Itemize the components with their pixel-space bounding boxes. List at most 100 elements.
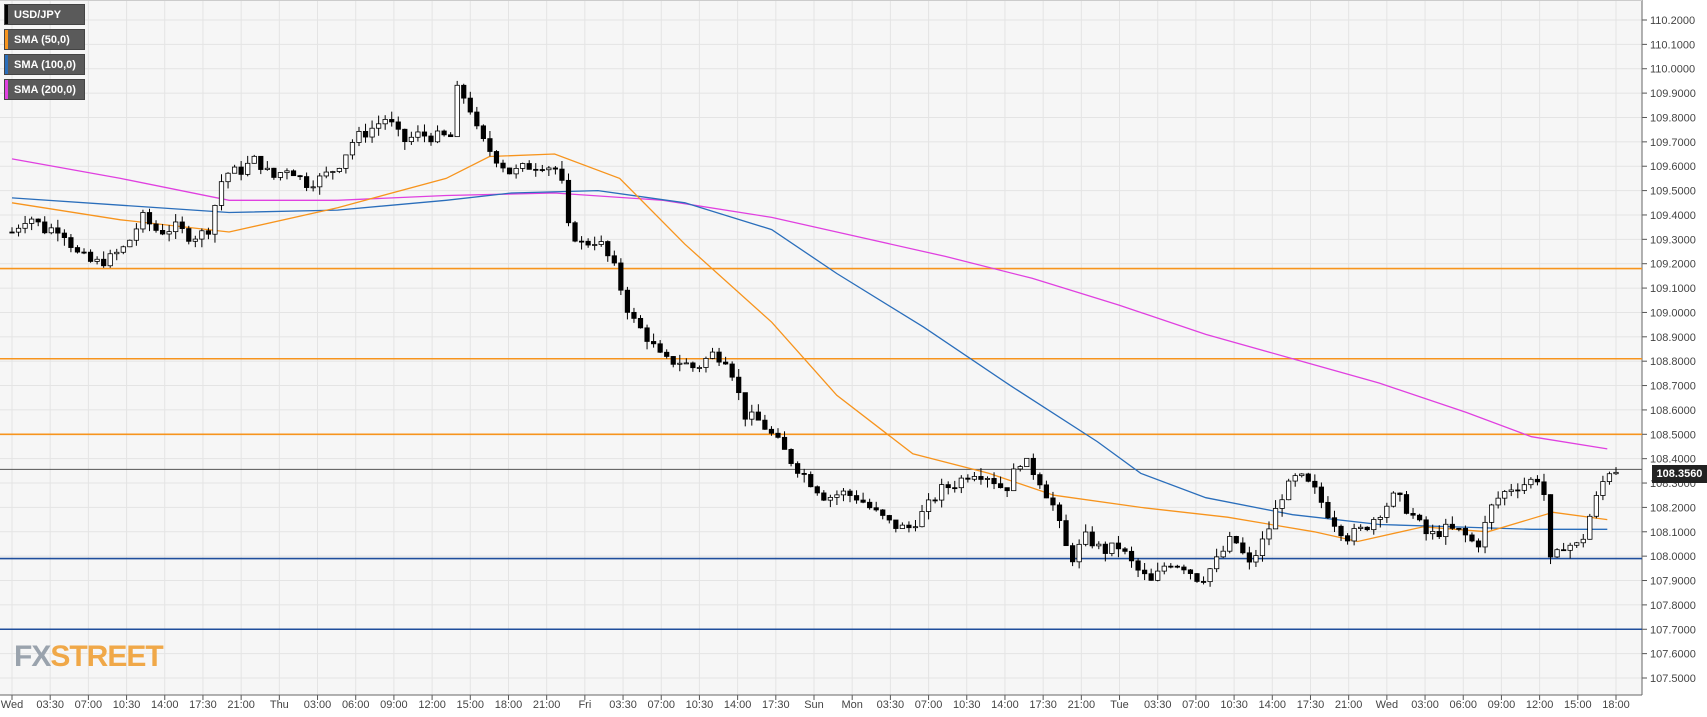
candle-body [15,227,22,233]
y-tick-label: 109.9000 [1650,88,1696,100]
candle-body [133,228,139,241]
x-tick-label: 21:00 [533,699,561,711]
candle-body [1096,543,1102,547]
candle-body [873,507,879,511]
legend-item-sma-100[interactable]: SMA (100,0) [4,54,85,75]
legend-item-sma-200[interactable]: SMA (200,0) [4,79,85,100]
candle-body [1286,480,1292,501]
candle-body [899,524,905,529]
candle-body [1233,536,1239,544]
candle-body [101,258,107,267]
candle-body [526,163,532,170]
candle-body [1299,473,1305,477]
x-tick-label: 09:00 [1488,699,1516,711]
candle-body [781,436,788,450]
logo-street: STREET [50,640,163,673]
candle-body [768,428,775,434]
candle-body [1017,466,1023,470]
candle-body [1050,497,1056,506]
x-tick-label: 15:00 [1564,699,1592,711]
candle-body [690,362,696,369]
candle-body [107,253,113,267]
candle-body [677,362,683,365]
x-tick-label: Sun [804,699,824,711]
candle-body [1115,542,1122,550]
candle-body [1063,520,1069,547]
candle-body [1083,531,1089,545]
candle-body [703,358,709,368]
candle-body [1240,542,1246,554]
candle-body [454,84,460,138]
candle-body [251,155,257,164]
y-tick-label: 108.8000 [1650,356,1696,368]
candle-body [1541,481,1547,495]
candle-body [231,166,238,174]
candle-body [821,492,827,501]
x-tick-label: 03:30 [877,699,905,711]
candle-body [1305,473,1311,482]
candle-body [1056,504,1063,522]
candle-body [742,392,748,420]
y-tick-label: 108.6000 [1650,405,1696,417]
x-tick-label: 17:30 [1297,699,1325,711]
legend-item-sma-50[interactable]: SMA (50,0) [4,29,85,50]
candle-body [277,172,284,178]
candle-body [984,478,991,480]
candle-body [585,240,591,246]
candle-body [1587,515,1593,540]
candle-body [330,171,336,173]
current-price-tag: 108.3560 [1652,465,1707,483]
candle-body [1475,540,1482,548]
candle-body [1109,542,1115,554]
y-tick-label: 107.7000 [1650,624,1696,636]
candle-body [22,223,28,229]
candle-body [245,162,251,175]
candle-body [317,175,323,188]
candle-body [1554,549,1560,558]
candle-body [1449,523,1455,529]
candle-body [1521,484,1527,491]
candle-body [1574,542,1580,546]
candle-body [716,351,722,363]
candle-body [605,241,611,257]
candle-body [762,419,768,430]
candle-body [729,363,735,378]
candle-body [55,227,61,234]
candle-body [159,229,166,235]
x-tick-label: Thu [270,699,289,711]
candle-body [1207,568,1213,583]
candle-body [1613,471,1619,475]
candle-body [1338,525,1344,537]
candle-body [1508,489,1514,492]
candle-body [81,251,87,254]
y-tick-label: 107.6000 [1650,649,1696,661]
sma-100-line [11,189,1608,530]
legend-item-usdjpy[interactable]: USD/JPY [4,4,85,25]
candle-body [225,172,231,183]
candle-body [1325,501,1331,519]
candle-body [559,168,565,181]
candle-body [644,327,650,342]
x-tick-label: 10:30 [686,699,714,711]
y-tick-label: 109.6000 [1650,161,1696,173]
candle-body [264,167,270,170]
candle-body [448,134,454,138]
candle-body [1043,484,1050,499]
candle-body [1292,475,1298,482]
candle-body [1266,528,1272,540]
candle-body [192,238,198,242]
candle-body [323,171,329,177]
candle-body [74,247,81,253]
x-tick-label: 18:00 [495,699,523,711]
fxstreet-logo: FXSTREET [14,640,164,674]
x-tick-label: 07:00 [647,699,675,711]
x-tick-label: 14:00 [724,699,752,711]
candle-body [1456,527,1462,530]
candle-body [795,463,801,474]
candle-body [552,167,558,170]
candle-body [1128,550,1135,562]
candle-body [520,163,526,169]
candle-body [853,495,860,501]
candle-body [1561,549,1567,552]
x-tick-label: 15:00 [457,699,485,711]
